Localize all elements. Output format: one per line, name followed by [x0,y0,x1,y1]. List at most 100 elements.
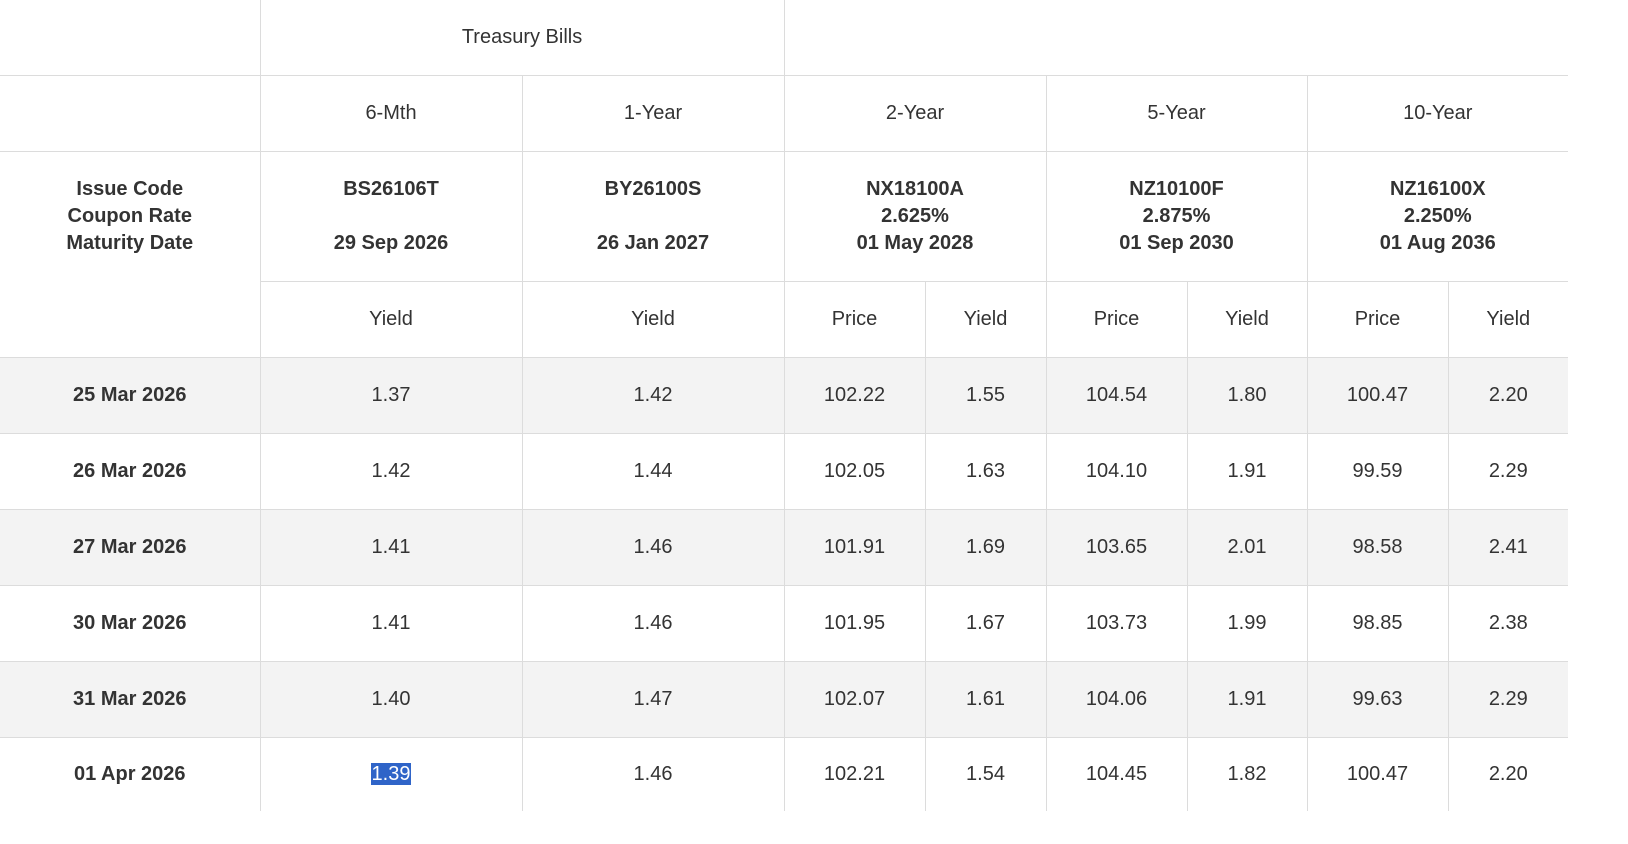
group-header-bonds [783,0,1569,76]
cell-1-year-yield: 1.46 [521,737,785,811]
maturity-date: 26 Jan 2027 [596,232,710,254]
label-issue-code: Issue Code [76,178,184,200]
cell-10-year-price: 99.63 [1306,661,1449,738]
cell-5-year-yield: 1.82 [1186,737,1308,811]
issue-info-row: Issue Code Coupon Rate Maturity Date BS2… [0,151,1569,358]
cell-2-year-price: 101.95 [783,585,926,662]
tenor-header-row: 6-Mth 1-Year 2-Year 5-Year 10-Year [0,75,1569,152]
cell-5-year-yield: 1.99 [1186,585,1308,662]
issue-code: NZ16100X [1389,178,1486,200]
cell-5-year-yield: 1.91 [1186,433,1308,510]
cell-5-year-yield: 1.91 [1186,661,1308,738]
row-date: 30 Mar 2026 [0,585,261,662]
cell-10-year-yield: 2.29 [1447,433,1569,510]
table-row: 01 Apr 2026 1.39 1.46 102.21 1.54 104.45 1.82 1… [0,737,1569,811]
tenor-header-10-year: 10-Year [1306,75,1569,152]
cell-1-year-yield: 1.47 [521,661,785,738]
cell-6-mth-yield: 1.39 [259,737,523,811]
tenor-header-2-year: 2-Year [783,75,1047,152]
cell-1-year-yield: 1.42 [521,357,785,434]
selected-text[interactable]: 1.39 [370,763,412,785]
tenor-header-5-year: 5-Year [1045,75,1308,152]
cell-1-year-yield: 1.46 [521,509,785,586]
subheader-price: Price [1306,281,1449,358]
tenor-header-6-mth: 6-Mth [259,75,523,152]
subheader-price: Price [1045,281,1188,358]
subheader-yield: Yield [924,281,1047,358]
coupon-rate [261,203,522,230]
row-date: 31 Mar 2026 [0,661,261,738]
cell-10-year-price: 99.59 [1306,433,1449,510]
cell-5-year-price: 104.54 [1045,357,1188,434]
cell-1-year-yield: 1.46 [521,585,785,662]
coupon-rate [523,203,784,230]
bond-yield-table: Treasury Bills 6-Mth 1-Year 2-Year 5-Yea… [0,0,1569,811]
cell-2-year-yield: 1.69 [924,509,1047,586]
cell-10-year-price: 98.58 [1306,509,1449,586]
subheader-yield: Yield [260,281,523,358]
issue-cell-10-year: NZ16100X 2.250% 01 Aug 2036 [1306,151,1569,282]
cell-6-mth-yield: 1.40 [259,661,523,738]
cell-2-year-yield: 1.55 [924,357,1047,434]
cell-10-year-yield: 2.20 [1447,357,1569,434]
row-date: 01 Apr 2026 [0,737,261,811]
maturity-date: 01 May 2028 [856,232,974,254]
cell-5-year-price: 104.45 [1045,737,1188,811]
cell-10-year-yield: 2.29 [1447,661,1569,738]
cell-10-year-price: 100.47 [1306,737,1449,811]
cell-5-year-price: 103.65 [1045,509,1188,586]
maturity-date: 29 Sep 2026 [333,232,449,254]
cell-2-year-price: 101.91 [783,509,926,586]
cell-2-year-yield: 1.54 [924,737,1047,811]
issue-code: BS26106T [343,178,439,200]
issue-code: NZ10100F [1129,178,1224,200]
cell-2-year-yield: 1.61 [924,661,1047,738]
label-coupon-rate: Coupon Rate [67,205,192,227]
cell-5-year-yield: 2.01 [1186,509,1308,586]
data-rows: 25 Mar 2026 1.37 1.42 102.22 1.55 104.54 1.80 1… [0,357,1569,811]
issue-code: NX18100A [866,178,964,200]
cell-6-mth-yield: 1.41 [259,585,523,662]
issue-code: BY26100S [604,178,702,200]
row-date: 27 Mar 2026 [0,509,261,586]
table-row: 31 Mar 2026 1.40 1.47 102.07 1.61 104.06 1.91 9… [0,661,1569,738]
row-date: 25 Mar 2026 [0,357,261,434]
issue-cell-6-mth: BS26106T 29 Sep 2026 [259,151,523,282]
cell-5-year-price: 103.73 [1045,585,1188,662]
coupon-rate: 2.250% [1403,205,1472,227]
cell-2-year-price: 102.22 [783,357,926,434]
group-header-row: Treasury Bills [0,0,1569,76]
cell-5-year-price: 104.10 [1045,433,1188,510]
cell-6-mth-yield: 1.41 [259,509,523,586]
issue-row-labels: Issue Code Coupon Rate Maturity Date [0,151,261,358]
maturity-date: 01 Sep 2030 [1119,232,1234,254]
issue-cell-5-year: NZ10100F 2.875% 01 Sep 2030 [1045,151,1308,282]
subheader-yield: Yield [1447,281,1569,358]
issue-cell-1-year: BY26100S 26 Jan 2027 [521,151,785,282]
cell-6-mth-yield: 1.37 [259,357,523,434]
cell-10-year-price: 98.85 [1306,585,1449,662]
table-row: 27 Mar 2026 1.41 1.46 101.91 1.69 103.65 2.01 9… [0,509,1569,586]
subheader-yield: Yield [1186,281,1308,358]
cell-1-year-yield: 1.44 [521,433,785,510]
maturity-date: 01 Aug 2036 [1379,232,1496,254]
cell-2-year-price: 102.21 [783,737,926,811]
table-row: 30 Mar 2026 1.41 1.46 101.95 1.67 103.73 1.99 9… [0,585,1569,662]
row-date: 26 Mar 2026 [0,433,261,510]
coupon-rate: 2.625% [881,205,949,227]
tenor-header-1-year: 1-Year [521,75,785,152]
cell-10-year-yield: 2.20 [1447,737,1569,811]
cell-10-year-price: 100.47 [1306,357,1449,434]
group-header-treasury-bills: Treasury Bills [259,0,785,76]
table-row: 25 Mar 2026 1.37 1.42 102.22 1.55 104.54 1.80 1… [0,357,1569,434]
corner-cell [0,75,261,152]
subheader-yield: Yield [521,281,785,358]
cell-6-mth-yield: 1.42 [259,433,523,510]
issue-cell-2-year: NX18100A 2.625% 01 May 2028 [783,151,1047,282]
coupon-rate: 2.875% [1142,205,1211,227]
corner-cell [0,0,261,76]
subheader-price: Price [783,281,926,358]
table-row: 26 Mar 2026 1.42 1.44 102.05 1.63 104.10 1.91 9… [0,433,1569,510]
cell-2-year-yield: 1.67 [924,585,1047,662]
cell-2-year-price: 102.05 [783,433,926,510]
